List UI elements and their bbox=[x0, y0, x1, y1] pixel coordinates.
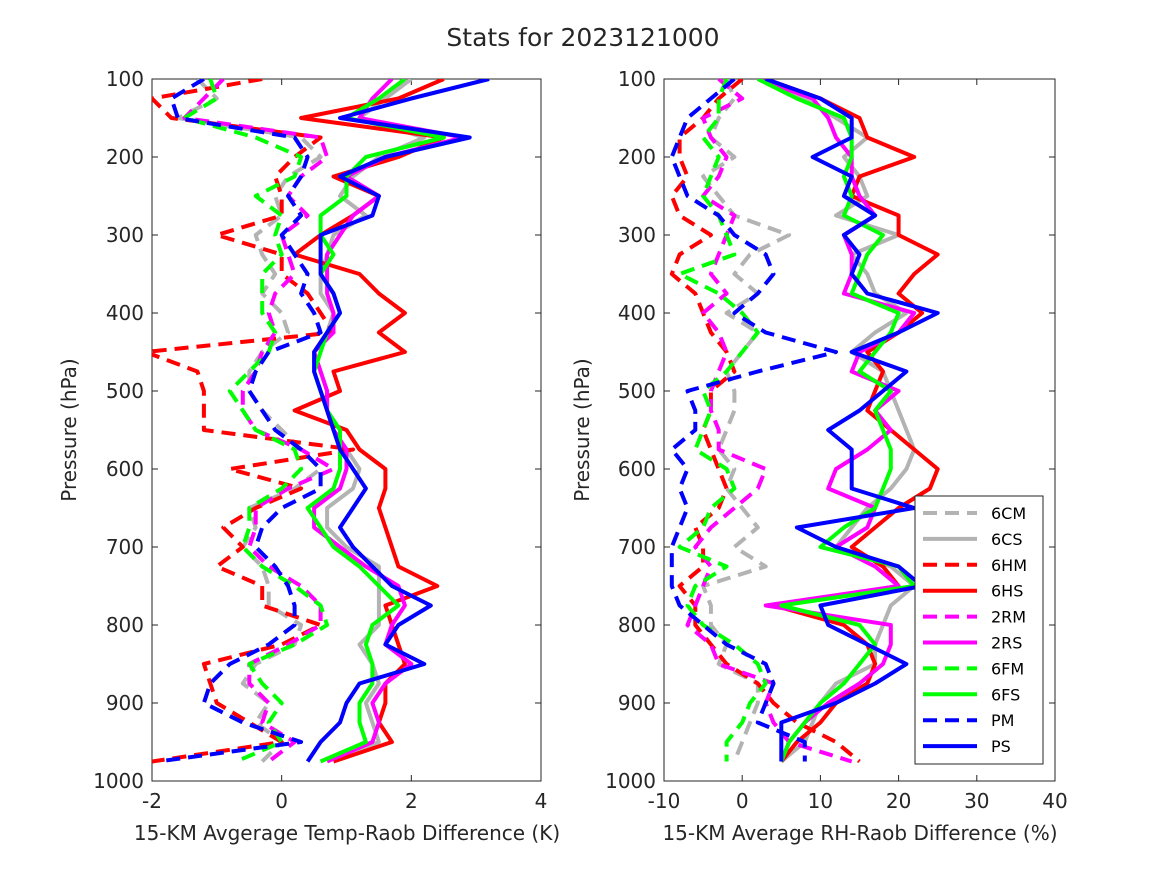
legend-label-6hs: 6HS bbox=[991, 582, 1023, 601]
rh-series-6hm bbox=[669, 79, 861, 764]
rh-x-tick-label: 10 bbox=[808, 789, 833, 813]
temp-series-ps bbox=[305, 79, 490, 763]
temp-x-tick-label: 4 bbox=[535, 789, 548, 813]
rh-x-axis-label: 15-KM Average RH-Raob Difference (%) bbox=[662, 821, 1057, 845]
rh-y-tick-label: 200 bbox=[618, 145, 656, 169]
temp-y-tick-label: 600 bbox=[106, 457, 144, 481]
temp-y-axis-label: Pressure (hPa) bbox=[57, 358, 81, 501]
temp-y-tick-label: 300 bbox=[106, 223, 144, 247]
legend-label-6hm: 6HM bbox=[991, 556, 1027, 575]
rh-x-tick-label: 20 bbox=[886, 789, 911, 813]
rh-y-tick-label: 100 bbox=[618, 67, 656, 91]
temp-y-tick-label: 700 bbox=[106, 535, 144, 559]
rh-axes-frame bbox=[663, 78, 1056, 782]
rh-series-6cm bbox=[701, 79, 792, 763]
legend-label-pm: PM bbox=[991, 711, 1014, 730]
chart-title: Stats for 2023121000 bbox=[446, 23, 719, 52]
rh-series-pm bbox=[669, 79, 838, 762]
temp-x-tick-label: -2 bbox=[142, 789, 162, 813]
temp-y-tick-label: 100 bbox=[106, 67, 144, 91]
rh-series-6cs bbox=[757, 79, 917, 764]
rh-x-tick-label: 0 bbox=[736, 789, 749, 813]
legend-label-2rm: 2RM bbox=[991, 608, 1026, 627]
rh-x-tick-label: 40 bbox=[1042, 789, 1067, 813]
temp-y-tick-label: 1000 bbox=[93, 769, 144, 793]
rh-series-2rs bbox=[757, 79, 917, 763]
legend-label-6cm: 6CM bbox=[991, 504, 1026, 523]
rh-y-tick-label: 500 bbox=[618, 379, 656, 403]
legend-label-ps: PS bbox=[991, 737, 1011, 756]
rh-y-tick-label: 600 bbox=[618, 457, 656, 481]
temp-x-axis-label: 15-KM Avgerage Temp-Raob Difference (K) bbox=[134, 821, 560, 845]
rh-y-tick-label: 400 bbox=[618, 301, 656, 325]
temp-x-tick-label: 2 bbox=[405, 789, 418, 813]
rh-y-tick-label: 300 bbox=[618, 223, 656, 247]
rh-series-6fs bbox=[756, 79, 917, 763]
temp-y-tick-label: 200 bbox=[106, 145, 144, 169]
temp-y-tick-label: 500 bbox=[106, 379, 144, 403]
temp-panel: 15-KM Avgerage Temp-Raob Difference (K) … bbox=[57, 67, 560, 845]
temp-y-tick-label: 800 bbox=[106, 613, 144, 637]
rh-y-tick-label: 800 bbox=[618, 613, 656, 637]
temp-y-tick-label: 900 bbox=[106, 691, 144, 715]
temp-axes-frame bbox=[151, 78, 542, 782]
legend-box bbox=[914, 495, 1044, 765]
legend-label-2rs: 2RS bbox=[991, 634, 1022, 653]
rh-y-tick-label: 1000 bbox=[605, 769, 656, 793]
rh-x-tick-label: -10 bbox=[648, 789, 681, 813]
rh-x-tick-label: 30 bbox=[964, 789, 989, 813]
temp-series-6fs bbox=[305, 79, 446, 764]
legend-label-6fm: 6FM bbox=[991, 659, 1024, 678]
rh-y-tick-label: 700 bbox=[618, 535, 656, 559]
rh-panel: 15-KM Average RH-Raob Difference (%) Pre… bbox=[570, 67, 1068, 845]
temp-series-6hm bbox=[152, 79, 355, 764]
legend-label-6cs: 6CS bbox=[991, 530, 1023, 549]
rh-series-6fm bbox=[677, 79, 768, 762]
legend-label-6fs: 6FS bbox=[991, 685, 1020, 704]
rh-y-tick-label: 900 bbox=[618, 691, 656, 715]
temp-x-tick-label: 0 bbox=[275, 789, 288, 813]
temp-series-2rs bbox=[312, 79, 466, 764]
temp-series-2rm bbox=[182, 79, 336, 764]
temp-series-pm bbox=[158, 79, 323, 764]
legend: 6CM 6CS 6HM 6HS 2RM 2RS 6FM 6FS PM PS bbox=[914, 495, 1044, 765]
temp-y-tick-label: 400 bbox=[106, 301, 144, 325]
rh-series-ps bbox=[765, 79, 940, 762]
rh-y-axis-label: Pressure (hPa) bbox=[570, 358, 594, 501]
rh-series-2rm bbox=[685, 79, 853, 764]
temp-series-6fm bbox=[182, 79, 330, 764]
